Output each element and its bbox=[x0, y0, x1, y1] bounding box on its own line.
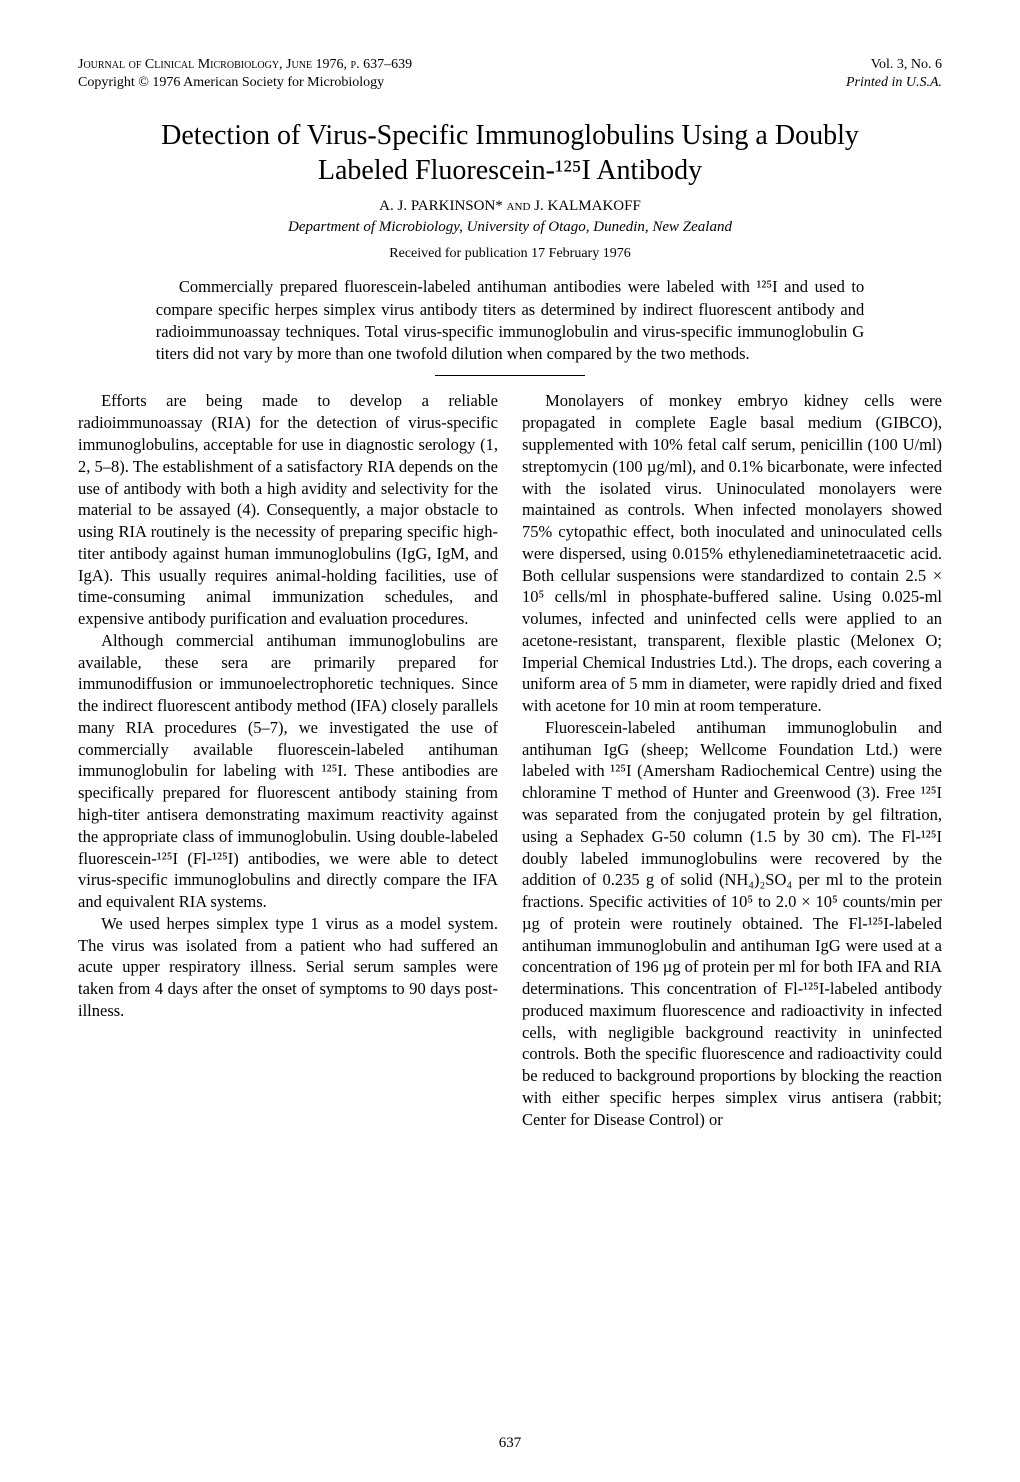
body-paragraph: Although commercial antihuman immunoglob… bbox=[78, 630, 498, 913]
title-line-2: Labeled Fluorescein-¹²⁵I Antibody bbox=[318, 155, 702, 186]
volume-line: Vol. 3, No. 6 bbox=[846, 56, 942, 74]
received-date: Received for publication 17 February 197… bbox=[78, 246, 942, 262]
article-title: Detection of Virus-Specific Immunoglobul… bbox=[78, 118, 942, 188]
authors: A. J. PARKINSON* and J. KALMAKOFF bbox=[78, 198, 942, 215]
header-right: Vol. 3, No. 6 Printed in U.S.A. bbox=[846, 56, 942, 92]
abstract-divider bbox=[435, 375, 585, 376]
running-header: Journal of Clinical Microbiology, June 1… bbox=[78, 56, 942, 92]
printed-line: Printed in U.S.A. bbox=[846, 74, 942, 92]
authors-text: A. J. PARKINSON* and J. KALMAKOFF bbox=[379, 198, 641, 214]
copyright-line: Copyright © 1976 American Society for Mi… bbox=[78, 74, 412, 92]
body-columns: Efforts are being made to develop a reli… bbox=[78, 390, 942, 1130]
affiliation: Department of Microbiology, University o… bbox=[78, 219, 942, 236]
body-paragraph: Efforts are being made to develop a reli… bbox=[78, 390, 498, 629]
abstract: Commercially prepared fluorescein-labele… bbox=[156, 276, 864, 365]
title-line-1: Detection of Virus-Specific Immunoglobul… bbox=[161, 120, 859, 151]
body-paragraph: Fluorescein-labeled antihuman immunoglob… bbox=[522, 717, 942, 1131]
page: Journal of Clinical Microbiology, June 1… bbox=[0, 0, 1020, 1482]
journal-name-line: Journal of Clinical Microbiology, June 1… bbox=[78, 56, 412, 74]
page-number: 637 bbox=[0, 1435, 1020, 1452]
body-paragraph: Monolayers of monkey embryo kidney cells… bbox=[522, 390, 942, 716]
body-paragraph: We used herpes simplex type 1 virus as a… bbox=[78, 913, 498, 1022]
header-left: Journal of Clinical Microbiology, June 1… bbox=[78, 56, 412, 92]
